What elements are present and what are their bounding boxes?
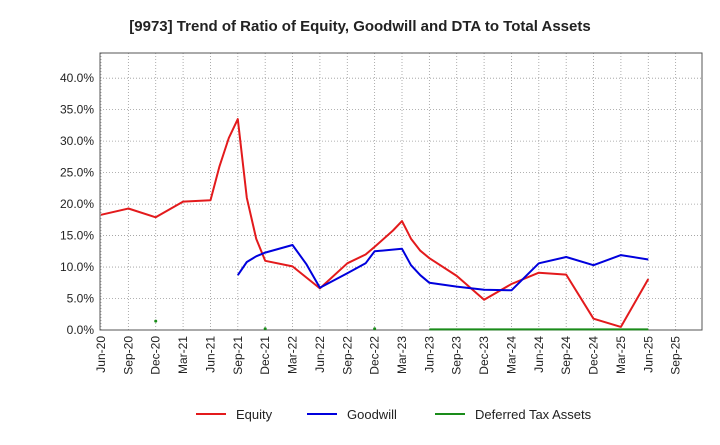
y-tick-label: 30.0%	[60, 134, 94, 148]
series-group	[100, 118, 650, 331]
x-tick-label: Jun-25	[641, 336, 655, 373]
y-tick-label: 40.0%	[60, 71, 94, 85]
legend-label-equity: Equity	[236, 407, 273, 422]
chart-title: [9973] Trend of Ratio of Equity, Goodwil…	[129, 18, 590, 35]
y-tick-label: 35.0%	[60, 103, 94, 117]
x-tick-label: Mar-22	[286, 336, 300, 374]
x-tick-label: Mar-24	[504, 336, 518, 374]
x-tick-label: Jun-22	[313, 336, 327, 373]
x-tick-label: Sep-24	[559, 336, 573, 375]
goodwill-line	[236, 244, 649, 292]
y-tick-label: 10.0%	[60, 260, 94, 274]
y-tick-label: 25.0%	[60, 166, 94, 180]
x-tick-label: Mar-21	[176, 336, 190, 374]
x-tick-label: Mar-23	[395, 336, 409, 374]
x-tick-label: Sep-25	[669, 336, 683, 375]
legend-label-deferred-tax-assets: Deferred Tax Assets	[475, 407, 592, 422]
equity-line	[100, 118, 650, 328]
deferred-tax-assets-point	[154, 319, 158, 323]
legend-label-goodwill: Goodwill	[347, 407, 397, 422]
y-tick-label: 5.0%	[67, 292, 95, 306]
grid	[100, 53, 702, 331]
plot-frame	[99, 52, 703, 331]
x-tick-label: Dec-23	[477, 336, 491, 375]
deferred-tax-assets-point	[263, 327, 267, 331]
legend: Equity Goodwill Deferred Tax Assets	[196, 407, 592, 422]
x-tick-label: Sep-20	[121, 336, 135, 375]
x-tick-label: Dec-24	[587, 336, 601, 375]
y-axis: 0.0% 5.0% 10.0% 15.0% 20.0% 25.0% 30.0% 35.0% 40…	[60, 71, 94, 337]
deferred-tax-assets-point	[373, 327, 377, 331]
x-tick-label: Jun-21	[203, 336, 217, 373]
y-tick-label: 0.0%	[67, 323, 95, 337]
x-tick-label: Dec-20	[149, 336, 163, 375]
x-tick-label: Sep-22	[340, 336, 354, 375]
x-tick-label: Jun-23	[422, 336, 436, 373]
x-tick-label: Sep-21	[231, 336, 245, 375]
y-tick-label: 20.0%	[60, 197, 94, 211]
x-tick-label: Dec-22	[368, 336, 382, 375]
x-tick-label: Dec-21	[258, 336, 272, 375]
x-tick-label: Mar-25	[614, 336, 628, 374]
x-tick-label: Sep-23	[450, 336, 464, 375]
x-axis: Jun-20 Sep-20 Dec-20 Mar-21 Jun-21 Sep-21 Dec-…	[94, 336, 683, 375]
x-tick-label: Jun-20	[94, 336, 108, 373]
x-tick-label: Jun-24	[532, 336, 546, 373]
y-tick-label: 15.0%	[60, 229, 94, 243]
